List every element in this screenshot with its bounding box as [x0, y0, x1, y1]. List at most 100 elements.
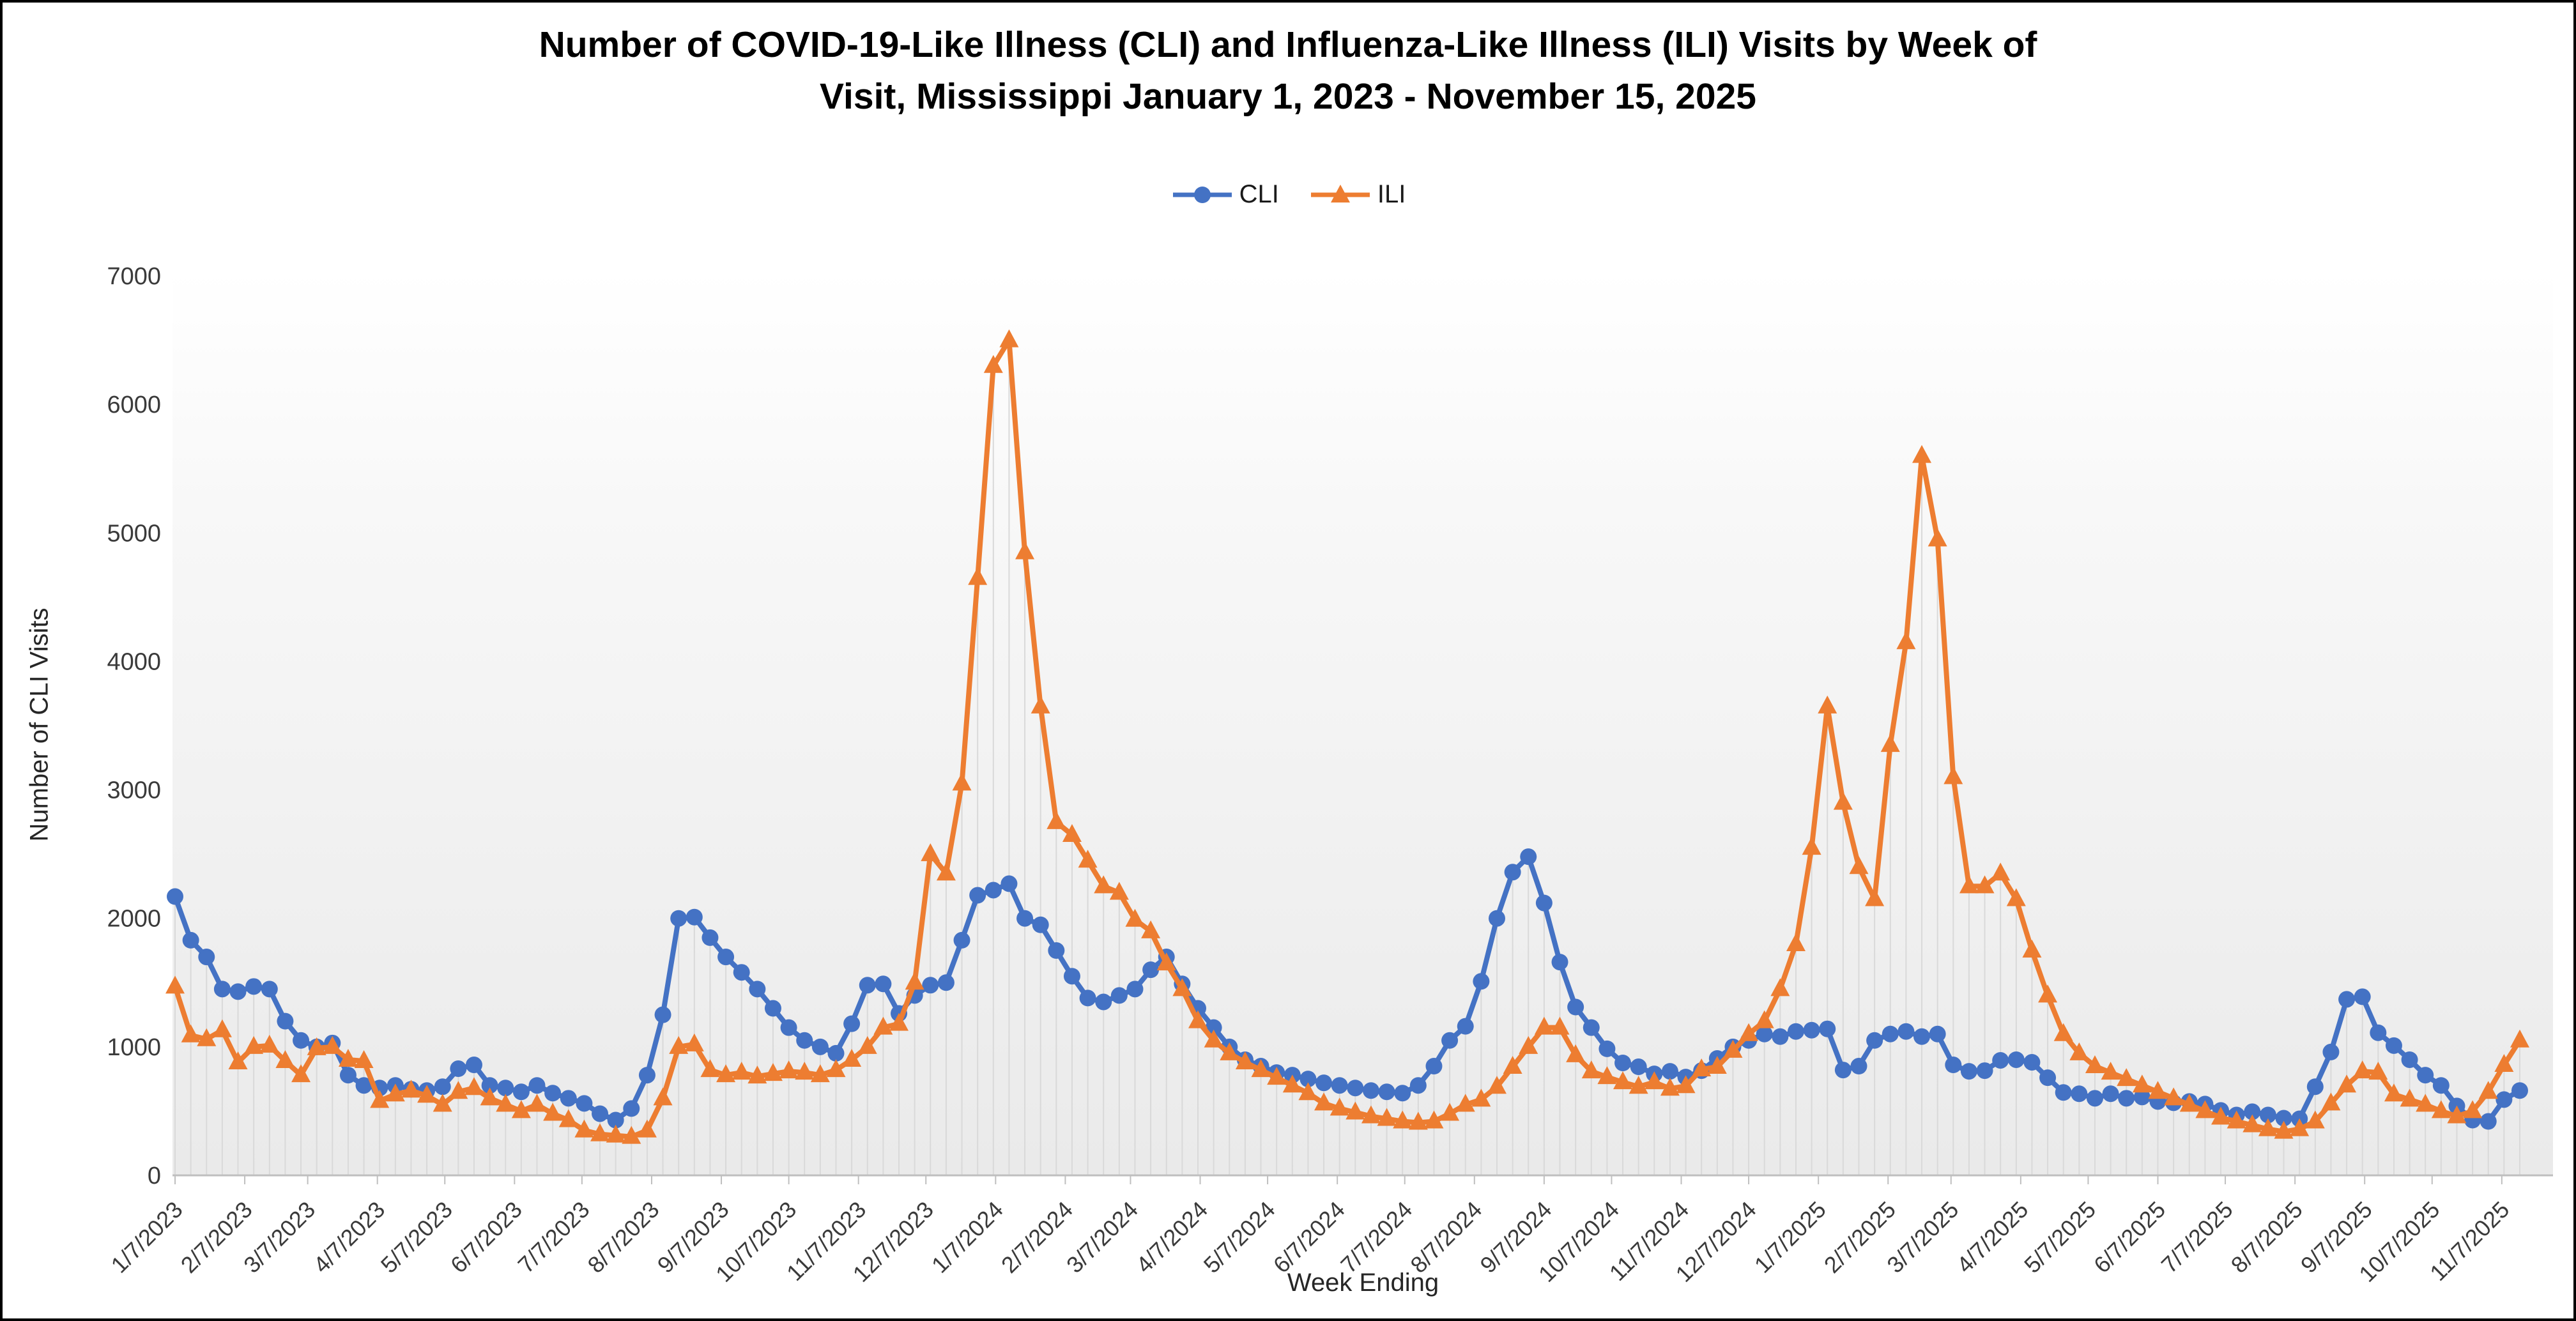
y-tick-label: 7000: [107, 263, 161, 290]
ili-point: [2305, 1110, 2325, 1129]
cli-point: [2417, 1067, 2434, 1084]
ili-point: [1471, 1088, 1491, 1107]
ili-point: [1818, 695, 1837, 714]
cli-point: [2102, 1085, 2119, 1103]
ili-point: [1865, 888, 1885, 906]
ili-point: [2053, 1023, 2073, 1041]
ili-point: [1015, 541, 1035, 560]
cli-point: [1598, 1040, 1616, 1057]
ili-point: [1692, 1058, 1712, 1077]
x-tick-label: 5/7/2025: [2019, 1196, 2101, 1278]
cli-point: [1535, 894, 1552, 912]
cli-point: [623, 1100, 640, 1117]
cli-point: [1567, 998, 1584, 1016]
cli-point: [1063, 968, 1080, 985]
ili-point: [1503, 1056, 1522, 1074]
ili-point: [2132, 1074, 2152, 1093]
ili-point: [165, 975, 185, 994]
ili-point: [983, 355, 1003, 373]
cli-point: [2133, 1088, 2150, 1106]
ili-point: [1991, 862, 2011, 881]
ili-point: [826, 1059, 846, 1078]
cli-point: [2322, 1043, 2340, 1060]
cli-point: [2275, 1110, 2292, 1127]
ili-point: [1707, 1056, 1727, 1074]
cli-point: [1630, 1058, 1647, 1076]
ili-point: [1377, 1108, 1397, 1126]
ili-point: [1235, 1051, 1255, 1069]
ili-point: [669, 1035, 689, 1054]
x-tick-label: 5/7/2024: [1199, 1196, 1280, 1278]
ili-point: [1519, 1035, 1538, 1054]
ili-point: [1487, 1076, 1506, 1094]
cli-point: [1473, 973, 1490, 990]
ili-point: [291, 1064, 311, 1083]
x-axis-title: Week Ending: [1287, 1269, 1439, 1297]
ili-point: [590, 1123, 610, 1142]
cli-point: [1913, 1028, 1931, 1045]
cli-point: [1032, 916, 1049, 933]
ili-point: [1440, 1103, 1460, 1121]
ili-point: [338, 1048, 358, 1067]
ili-point: [1141, 920, 1161, 938]
ili-point: [763, 1063, 783, 1081]
ili-point: [2179, 1094, 2199, 1112]
cli-point: [1866, 1032, 1883, 1049]
ili-point: [2274, 1120, 2294, 1139]
cli-point: [607, 1111, 624, 1129]
cli-point: [182, 931, 199, 949]
ili-point: [2321, 1092, 2341, 1111]
cli-point: [2007, 1051, 2025, 1068]
ili-markers: [165, 329, 2529, 1144]
ili-point: [857, 1035, 877, 1054]
cli-point: [1394, 1085, 1411, 1102]
cli-point: [1661, 1063, 1678, 1080]
legend: CLI ILI: [3, 180, 2573, 209]
cli-point: [2401, 1051, 2418, 1068]
ili-point: [1880, 734, 1900, 752]
cli-point: [670, 910, 687, 927]
cli-point: [528, 1077, 546, 1094]
ili-point: [1896, 631, 1916, 650]
x-tick-label: 4/7/2023: [308, 1196, 390, 1278]
cli-point: [450, 1060, 467, 1078]
ili-point: [2510, 1029, 2529, 1048]
cli-point: [2370, 1024, 2387, 1041]
cli-point: [1409, 1077, 1427, 1094]
ili-point: [212, 1019, 232, 1037]
ili-point: [1613, 1071, 1633, 1090]
ili-point: [1754, 1010, 1774, 1028]
cli-point: [2259, 1106, 2276, 1124]
cli-point: [811, 1038, 829, 1055]
ili-point: [2463, 1100, 2483, 1119]
ili-point: [244, 1035, 264, 1054]
ili-point: [622, 1126, 641, 1144]
ili-point: [1172, 978, 1192, 996]
ili-point: [1534, 1016, 1554, 1035]
ili-point: [558, 1109, 578, 1127]
legend-label-ili: ILI: [1377, 180, 1406, 208]
legend-item-ili: ILI: [1308, 180, 1406, 209]
cli-point: [1362, 1082, 1379, 1099]
cli-point: [2118, 1090, 2135, 1107]
cli-point: [213, 981, 231, 998]
y-tick-labels: 0 1000 2000 3000 4000 5000 6000 7000: [107, 263, 161, 1189]
ili-point: [1188, 1010, 1208, 1028]
cli-point: [1819, 1020, 1836, 1037]
cli-point: [1787, 1023, 1804, 1040]
x-tick-label: 4/7/2024: [1131, 1196, 1213, 1278]
cli-point: [2244, 1103, 2261, 1120]
cli-point: [2023, 1053, 2041, 1071]
cli-point: [2086, 1090, 2103, 1107]
cli-point: [1425, 1058, 1443, 1075]
ili-point: [1330, 1097, 1349, 1116]
ili-point: [1062, 823, 1082, 842]
cli-point: [512, 1083, 530, 1101]
ili-point: [889, 1012, 909, 1031]
ili-point: [480, 1087, 500, 1106]
x-tick-label: 1/7/2023: [106, 1196, 188, 1278]
cli-point: [355, 1077, 372, 1094]
ili-point: [1943, 766, 1963, 784]
ili-point: [1849, 856, 1869, 874]
cli-point: [1520, 848, 1537, 866]
